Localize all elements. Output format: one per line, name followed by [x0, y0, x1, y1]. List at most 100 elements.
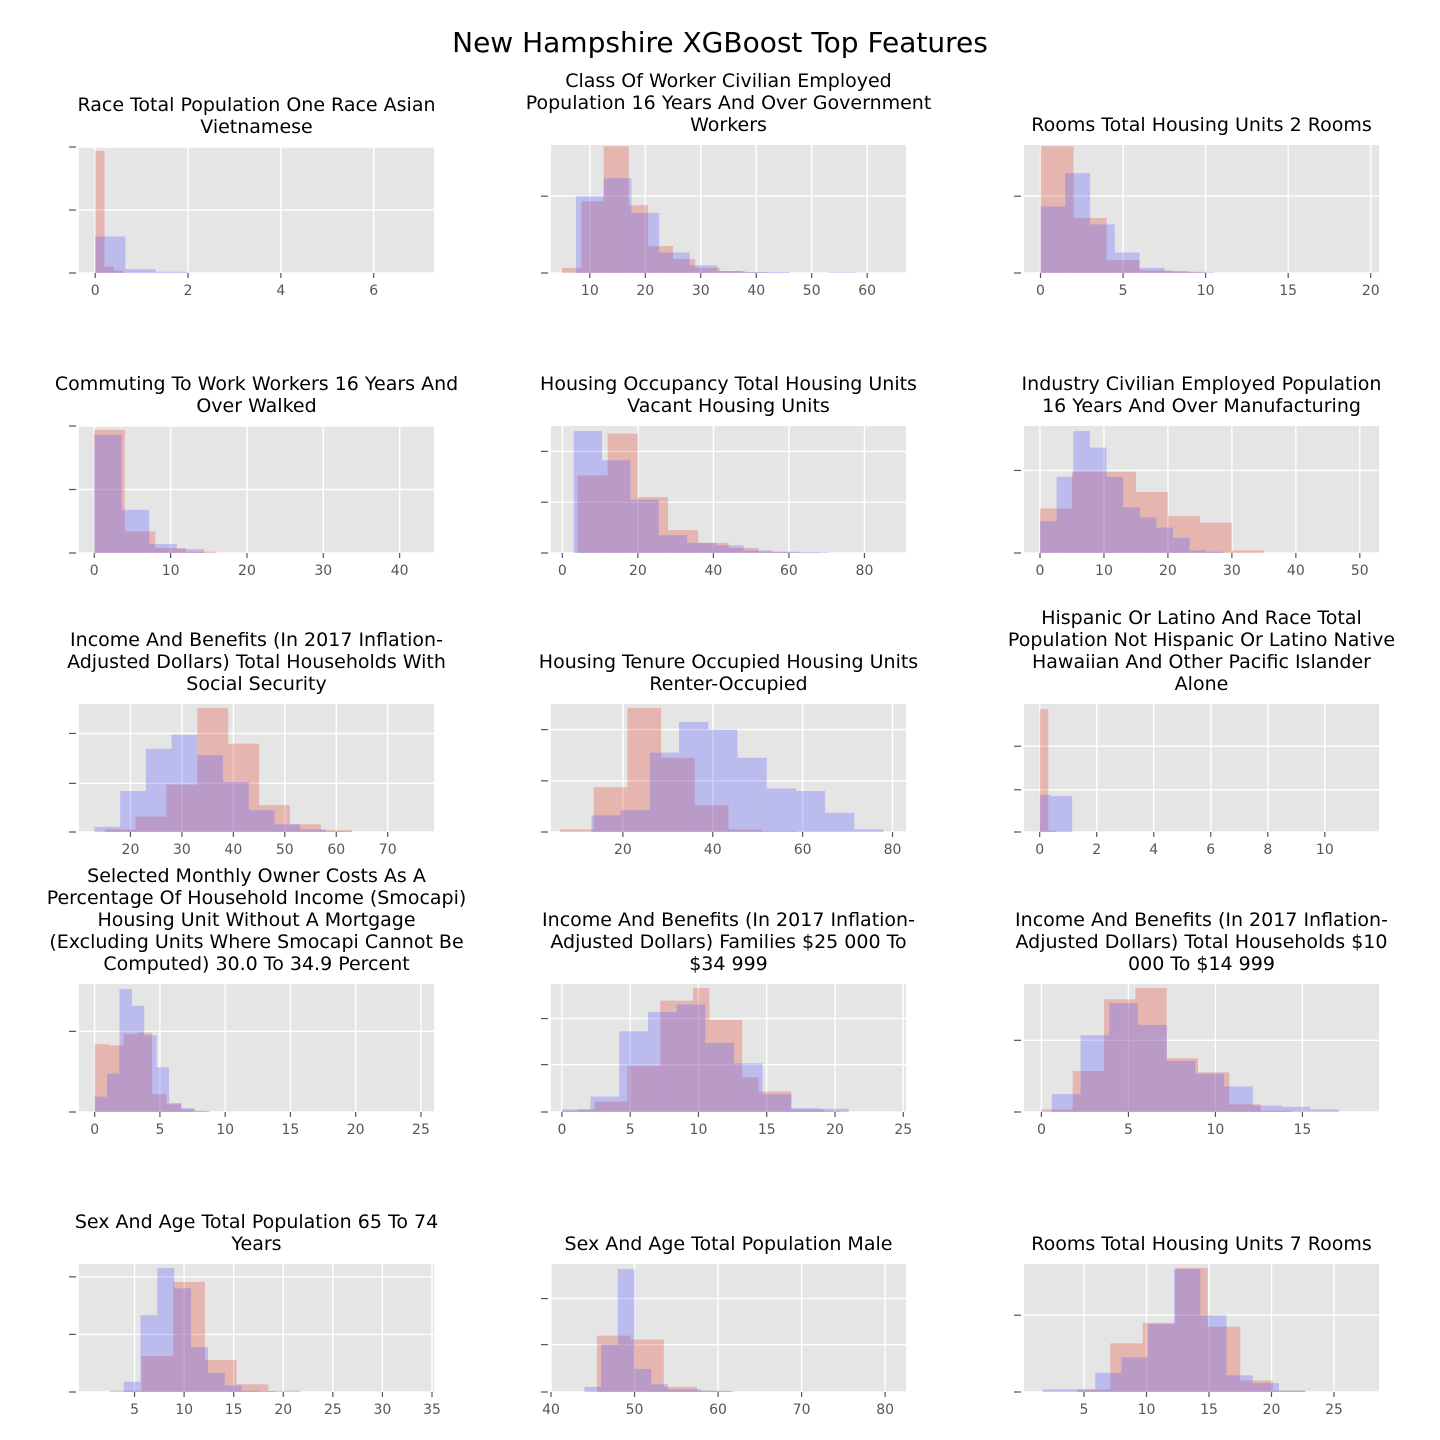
histogram-bar [603, 178, 632, 273]
plot-background [1024, 704, 1379, 832]
histogram-bar [590, 1096, 620, 1112]
histogram-bar [1166, 1058, 1199, 1112]
histogram-panel: 10 20 30 40 50 60 Class Of Worker Civilian Emp… [526, 70, 932, 299]
panel-title-line: Renter-Occupied [649, 673, 807, 695]
x-tick-label: 0 [91, 283, 100, 299]
histogram-bar [1069, 1389, 1096, 1392]
histogram-bar [1051, 1094, 1081, 1112]
x-tick-label: 0 [1036, 563, 1045, 579]
histogram-bar [575, 196, 604, 273]
histogram-bar [643, 1065, 661, 1112]
histogram-bar [274, 824, 301, 832]
plot-background [1024, 984, 1379, 1112]
x-tick-label: 35 [423, 1402, 441, 1418]
x-tick-label: 10 [216, 1122, 234, 1138]
x-tick-label: 60 [794, 842, 812, 858]
histogram-bar [174, 1288, 192, 1392]
histogram-bar [123, 1033, 138, 1112]
figure-title: New Hampshire XGBoost Top Features [452, 26, 988, 59]
histogram-bar [119, 989, 132, 1112]
x-tick-label: 10 [1207, 1122, 1225, 1138]
histogram-bar [661, 757, 695, 832]
histogram-bar [1189, 550, 1207, 553]
histogram-bar [627, 1065, 644, 1112]
series-red [104, 707, 352, 832]
panel-title-line: Adjusted Dollars) Families $25 000 To [550, 931, 906, 953]
x-tick-label: 20 [1159, 563, 1177, 579]
panel-title-line: Population 16 Years And Over Government [526, 92, 932, 114]
histogram-panel: 0 10 20 30 40 50 Industry Civilian Employed Po… [1014, 373, 1381, 579]
histogram-bar [1175, 1267, 1208, 1392]
histogram-bar [155, 547, 186, 553]
x-tick-label: 20 [826, 1122, 844, 1138]
series-blue [1051, 1003, 1339, 1112]
histogram-bar [1121, 1357, 1148, 1392]
x-tick-label: 15 [1279, 283, 1297, 299]
histogram-bar [1077, 1389, 1111, 1392]
histogram-bar [649, 752, 680, 832]
panel-title: Sex And Age Total Population Male [565, 1233, 893, 1255]
histogram-bar [733, 1063, 763, 1112]
histogram-bar [743, 550, 772, 553]
histogram-bar [1224, 1086, 1253, 1112]
x-tick-label: 10 [1316, 842, 1334, 858]
panel-title-line: Social Security [186, 673, 326, 695]
histogram-bar [204, 1360, 237, 1392]
panel-title-line: Housing Occupancy Total Housing Units [540, 373, 917, 395]
histogram-bar [241, 1390, 259, 1392]
histogram-bar [320, 830, 352, 832]
histogram-bar [593, 787, 628, 832]
histogram-bar [758, 551, 789, 553]
histogram-bar [1109, 1003, 1138, 1112]
histogram-bar [1050, 796, 1062, 832]
series-red [1041, 987, 1292, 1112]
histogram-bar [637, 497, 669, 553]
histogram-bar [125, 269, 156, 273]
histogram-panel: 0 5 10 15 20 25 Selected Monthly Owner Costs A… [47, 865, 467, 1138]
panel-title-line: Adjusted Dollars) Total Households With [67, 651, 446, 673]
series-blue [1042, 1269, 1306, 1392]
histogram-bar [197, 707, 229, 832]
histogram-bar [694, 805, 729, 832]
histogram-bar [176, 549, 205, 553]
histogram-bar [120, 791, 146, 832]
histogram-bar [762, 1094, 792, 1112]
histogram-bar [259, 805, 290, 832]
histogram-bar [581, 201, 604, 273]
x-tick-label: 10 [1095, 563, 1113, 579]
series-red [596, 1335, 731, 1392]
histogram-bar [107, 1073, 120, 1112]
x-tick-label: 0 [557, 1122, 566, 1138]
series-blue [1039, 794, 1073, 832]
x-tick-label: 5 [1080, 1402, 1089, 1418]
series-red [577, 433, 820, 553]
histogram-bar [131, 1005, 145, 1112]
histogram-bar [667, 1389, 685, 1392]
x-tick-label: 6 [1206, 842, 1215, 858]
panel-title-line: Vacant Housing Units [627, 395, 830, 417]
panel-title-line: (Excluding Units Where Smocapi Cannot Be [49, 931, 463, 953]
histogram-bar [679, 721, 709, 832]
panel-title-line: Over Walked [196, 395, 316, 417]
histogram-bar [795, 791, 826, 832]
x-tick-label: 15 [1294, 1122, 1312, 1138]
histogram-bar [628, 205, 649, 273]
panel-title: Commuting To Work Workers 16 Years And Ov… [55, 373, 458, 417]
histogram-bar [228, 743, 260, 832]
panel-title-line: Sex And Age Total Population 65 To 74 [75, 1211, 438, 1233]
x-tick-label: 15 [282, 1122, 300, 1138]
histogram-bar [788, 552, 820, 553]
histogram-bar [207, 1372, 225, 1392]
histogram-bar [594, 1101, 612, 1112]
histogram-bar [224, 1385, 242, 1392]
histogram-panel: 20 30 40 50 60 70 Income And Benefits (In 2017… [67, 629, 446, 858]
histogram-bar [1174, 1269, 1201, 1392]
x-tick-label: 10 [581, 283, 599, 299]
panel-title-line: Alone [1175, 673, 1229, 695]
histogram-bar [95, 150, 105, 273]
x-tick-label: 5 [130, 1402, 139, 1418]
histogram-bar [824, 1111, 841, 1112]
plot-background [1024, 426, 1379, 553]
series-red [1040, 146, 1206, 273]
